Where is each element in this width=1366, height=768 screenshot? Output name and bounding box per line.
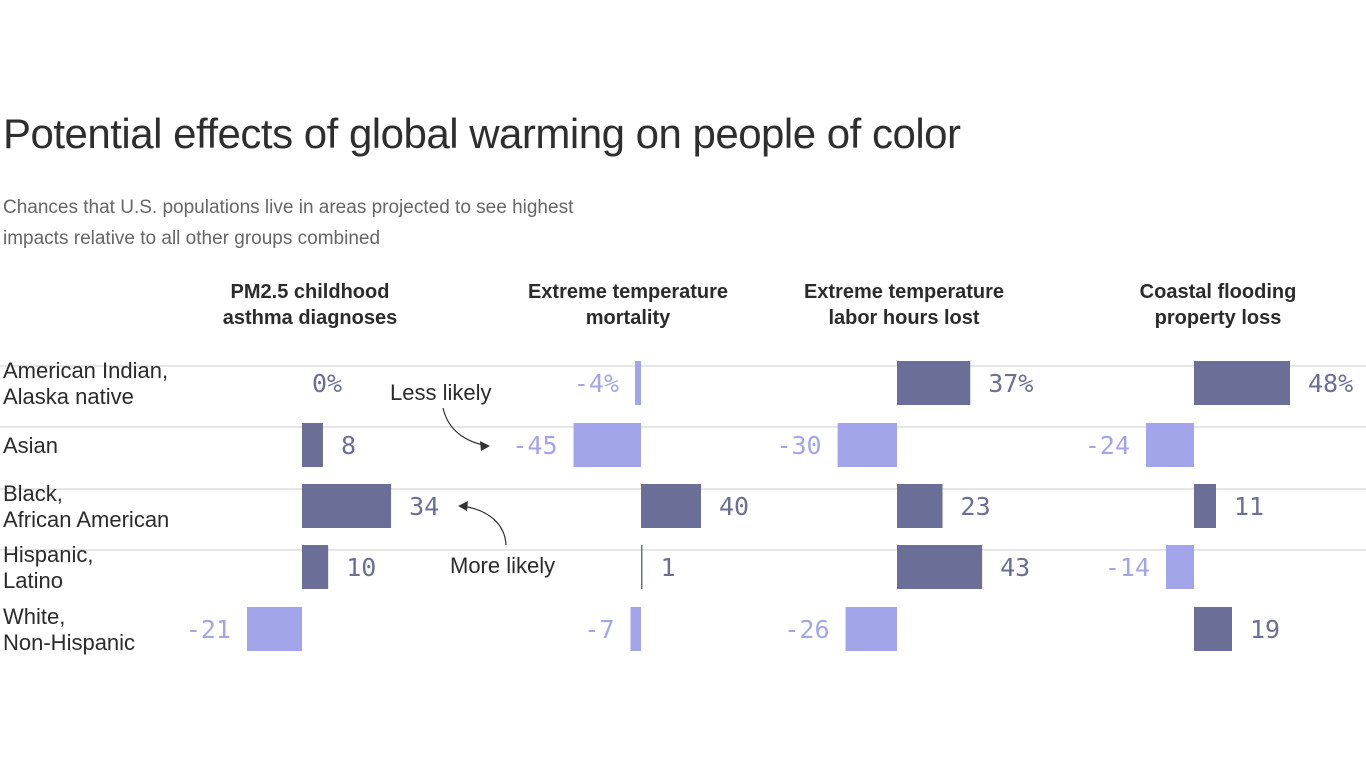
panel-header-line: PM2.5 childhood [231, 281, 390, 303]
panel-header-line: Extreme temperature [804, 281, 1004, 303]
data-label: -26 [784, 615, 829, 644]
row-label: White, Non-Hispanic [3, 604, 135, 655]
bar [573, 423, 641, 467]
bar [837, 423, 897, 467]
panel-header-line: labor hours lost [828, 307, 979, 329]
data-label: -21 [186, 615, 231, 644]
data-label: 37% [988, 369, 1033, 398]
data-label: -7 [584, 615, 614, 644]
annotation-more-likely: More likely [450, 553, 555, 578]
chart-title: Potential effects of global warming on p… [3, 110, 961, 157]
data-label: 0% [312, 369, 342, 398]
row-label-line: Latino [3, 568, 63, 593]
bar [630, 607, 641, 651]
bar [1166, 545, 1194, 589]
chart-subtitle: Chances that U.S. populations live in ar… [3, 197, 574, 249]
bar [1194, 607, 1232, 651]
row-label: Hispanic, Latino [3, 542, 93, 593]
panel-header: Extreme temperature mortality [528, 281, 728, 329]
data-label: 40 [719, 492, 749, 521]
row-label-line: American Indian, [3, 358, 168, 383]
panel-header-line: property loss [1155, 307, 1282, 329]
data-label: -24 [1085, 431, 1130, 460]
panel-header-line: Coastal flooding [1140, 281, 1297, 303]
data-label: 19 [1250, 615, 1280, 644]
bar [635, 361, 641, 405]
bar [845, 607, 897, 651]
data-label: -14 [1105, 553, 1150, 582]
bar [246, 607, 302, 651]
panel-header: PM2.5 childhood asthma diagnoses [223, 281, 398, 329]
panel-header-line: asthma diagnoses [223, 307, 398, 329]
bar [1146, 423, 1194, 467]
data-label: 11 [1234, 492, 1264, 521]
bar [897, 361, 971, 405]
data-label: -4% [574, 369, 619, 398]
row-label-line: African American [3, 507, 169, 532]
panel-header: Extreme temperature labor hours lost [804, 281, 1004, 329]
annotation-less-likely: Less likely [390, 380, 491, 405]
bar [302, 484, 392, 528]
data-label: 10 [346, 553, 376, 582]
data-label: 23 [961, 492, 991, 521]
data-label: -45 [512, 431, 557, 460]
row-label-line: Asian [3, 433, 58, 458]
row-label-line: Black, [3, 481, 63, 506]
data-label: 8 [341, 431, 356, 460]
bar [1194, 484, 1216, 528]
row-label-line: White, [3, 604, 65, 629]
row-label-line: Alaska native [3, 384, 134, 409]
data-label: 48% [1308, 369, 1353, 398]
bar [1194, 361, 1290, 405]
data-label: 34 [409, 492, 439, 521]
panel-header-line: Extreme temperature [528, 281, 728, 303]
row-label: Black, African American [3, 481, 169, 532]
bar [302, 423, 323, 467]
panel-header-line: mortality [586, 307, 671, 329]
data-label: 43 [1000, 553, 1030, 582]
row-label-line: Non-Hispanic [3, 630, 135, 655]
bar [897, 484, 943, 528]
bar [302, 545, 329, 589]
arrow-head [458, 501, 468, 511]
bar [897, 545, 983, 589]
panel-header: Coastal flooding property loss [1140, 281, 1297, 329]
row-label-line: Hispanic, [3, 542, 93, 567]
data-label: -30 [776, 431, 821, 460]
data-label: 1 [661, 553, 676, 582]
bar [641, 484, 701, 528]
row-label: Asian [3, 433, 58, 458]
annotation-arrow [461, 505, 507, 546]
row-label: American Indian, Alaska native [3, 358, 168, 409]
arrow-head [480, 441, 490, 451]
bar [641, 545, 643, 589]
